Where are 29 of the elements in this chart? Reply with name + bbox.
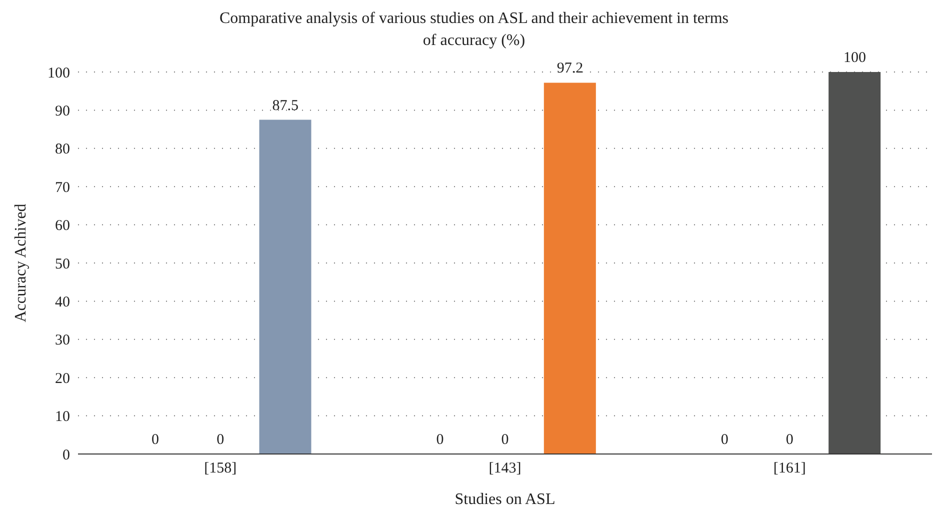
y-tick-label: 0 <box>62 447 70 464</box>
x-tick-label: [161] <box>773 460 806 477</box>
y-tick-label: 90 <box>55 104 70 120</box>
data-label: 0 <box>436 432 444 448</box>
bar <box>828 72 881 454</box>
y-tick-label: 100 <box>48 65 70 82</box>
data-label: 0 <box>501 432 509 448</box>
bar <box>259 120 312 454</box>
data-label: 97.2 <box>556 60 584 77</box>
x-tick-label: [143] <box>488 460 522 477</box>
x-axis-title: Studies on ASL <box>454 491 556 508</box>
data-label: 0 <box>152 432 160 448</box>
y-tick-label: 80 <box>55 142 70 158</box>
y-tick-label: 20 <box>55 370 70 387</box>
y-axis-title: Accuracy Achived <box>12 204 30 322</box>
data-label: 87.5 <box>272 98 299 114</box>
data-label: 100 <box>843 50 866 66</box>
chart-title: Comparative analysis of various studies on ASL and their achievement in terms of accuracy (%) <box>218 9 730 51</box>
y-tick-label: 40 <box>55 294 70 311</box>
y-tick-label: 10 <box>55 409 70 426</box>
y-tick-label: 60 <box>55 218 70 234</box>
data-label: 0 <box>786 432 794 448</box>
y-tick-label: 30 <box>55 332 70 349</box>
bar <box>544 82 596 454</box>
data-label: 0 <box>216 432 224 448</box>
data-label: 0 <box>720 432 728 448</box>
y-tick-label: 70 <box>55 180 70 196</box>
x-tick-label: [158] <box>204 460 237 477</box>
y-tick-label: 50 <box>55 256 70 272</box>
